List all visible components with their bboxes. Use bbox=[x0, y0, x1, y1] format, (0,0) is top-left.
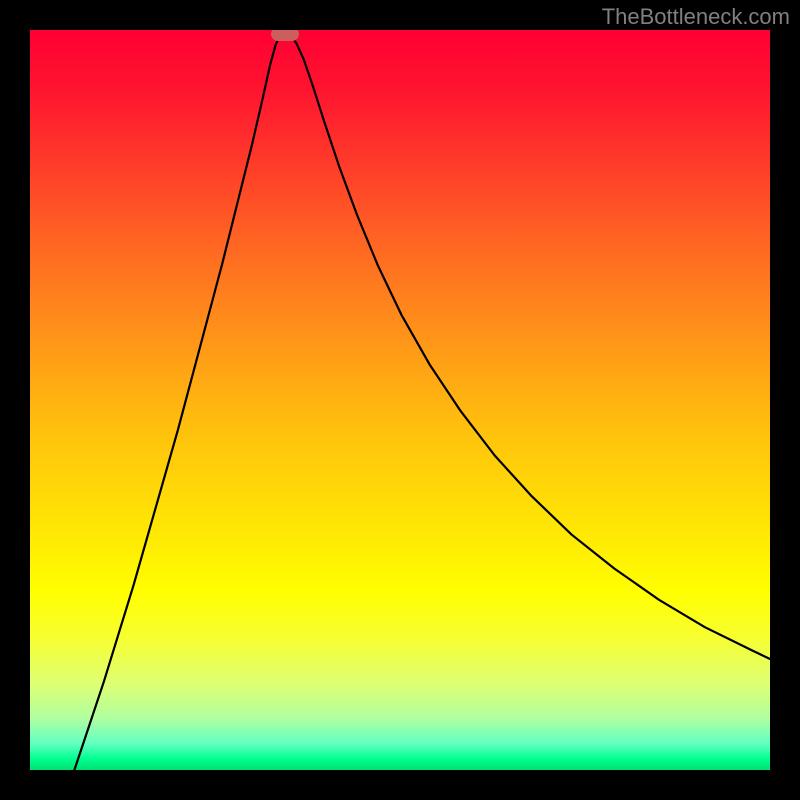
plot-area bbox=[30, 30, 770, 770]
bottleneck-curve bbox=[30, 30, 770, 770]
watermark-text: TheBottleneck.com bbox=[602, 4, 790, 30]
chart-container: TheBottleneck.com bbox=[0, 0, 800, 800]
optimal-point-marker bbox=[271, 30, 299, 41]
